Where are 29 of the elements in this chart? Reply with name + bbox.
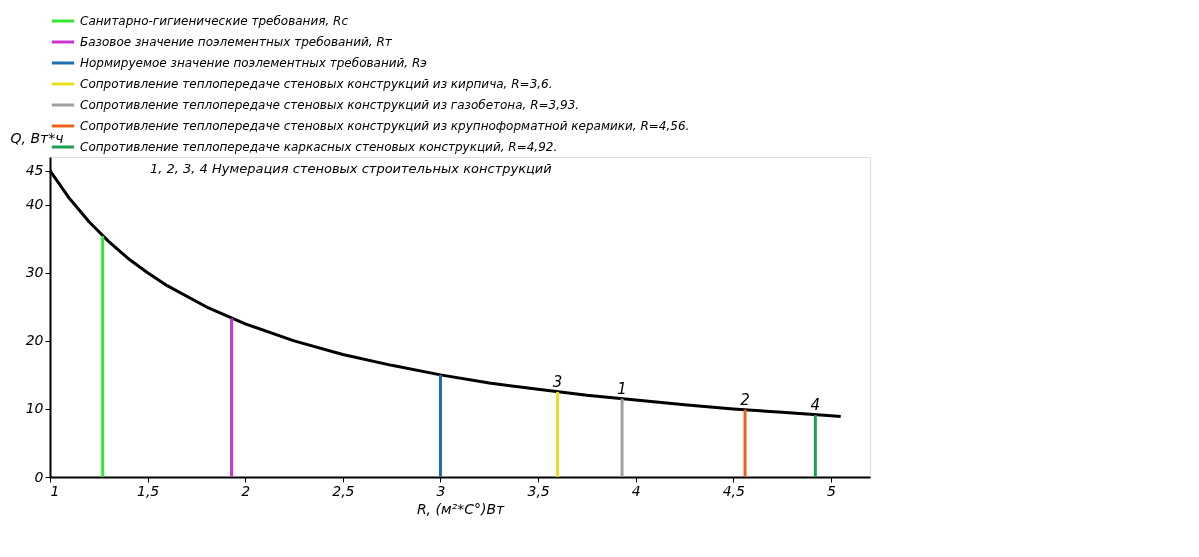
annotation: 2 — [740, 390, 750, 409]
legend-label: Сопротивление теплопередаче стеновых конструкций из кирпича, R=3,6. — [80, 77, 553, 91]
x-tick-label: 2,5 — [332, 482, 355, 499]
annotation: 1 — [617, 379, 627, 398]
annotation: 4 — [810, 396, 821, 415]
y-tick-label: 45 — [25, 162, 44, 179]
annotation: 3 — [552, 372, 563, 391]
legend-label: Сопротивление теплопередаче стеновых конструкций из газобетона, R=3,93. — [80, 98, 580, 112]
legend-label: Сопротивление теплопередаче каркасных стеновых конструкций, R=4,92. — [80, 140, 558, 154]
y-tick-label: 20 — [25, 332, 44, 349]
legend-label: Базовое значение поэлементных требований, Rт — [80, 35, 393, 49]
x-tick-label: 1,5 — [136, 482, 160, 499]
x-tick-label: 3 — [436, 482, 446, 499]
legend-label: Нормируемое значение поэлементных требований, Rэ — [80, 56, 427, 70]
annotation: 1, 2, 3, 4 Нумерация стеновых строительных конструкций — [150, 161, 552, 176]
legend-label: Санитарно-гигиенические требования, Rc — [80, 14, 349, 28]
y-tick-label: 30 — [25, 264, 44, 281]
x-tick-label: 3,5 — [527, 482, 550, 499]
y-tick-label: 0 — [34, 468, 44, 485]
y-axis-title: Q, Вт*ч — [10, 129, 64, 146]
x-tick-label: 4,5 — [722, 482, 746, 499]
legend-label: Сопротивление теплопередаче стеновых конструкций из крупноформатной керамики, R=4,56. — [80, 119, 690, 133]
x-tick-label: 1 — [50, 482, 60, 499]
x-axis-title: R, (м²*С°)Вт — [416, 500, 505, 517]
y-tick-label: 10 — [25, 400, 44, 417]
x-tick-label: 2 — [241, 482, 251, 499]
x-tick-label: 4 — [631, 482, 641, 499]
y-tick-label: 40 — [25, 196, 44, 213]
x-tick-label: 5 — [826, 482, 836, 499]
